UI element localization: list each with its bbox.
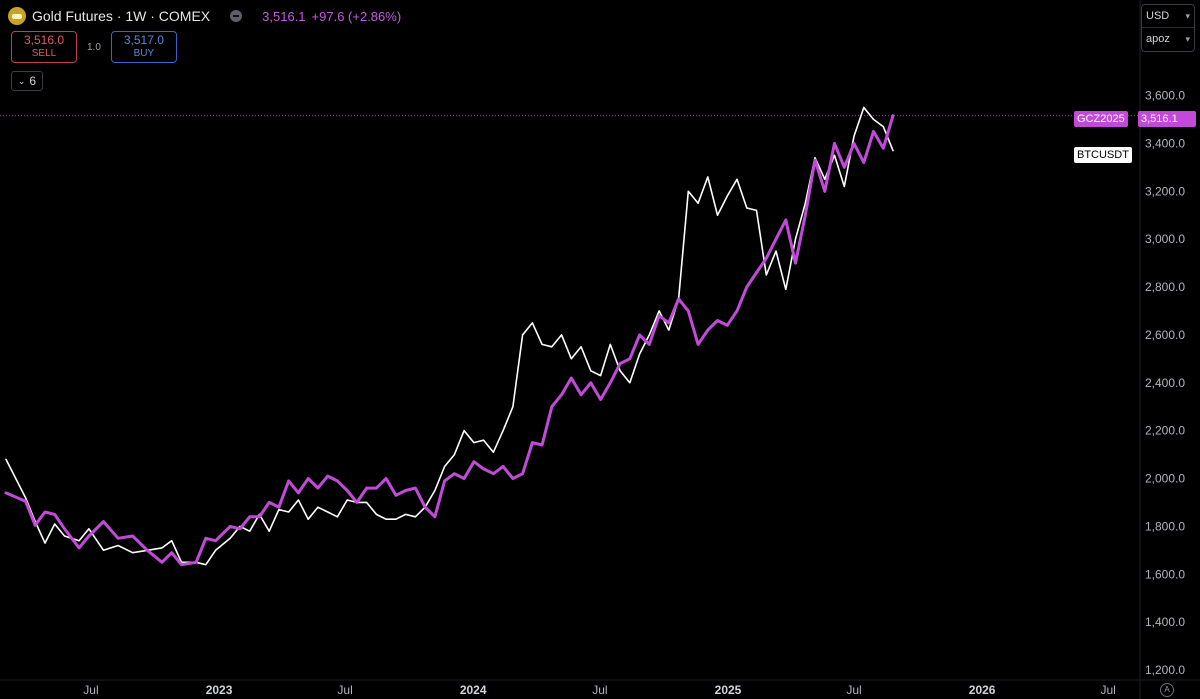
spread-value: 1.0 bbox=[87, 41, 101, 53]
y-tick-label: 2,200.0 bbox=[1145, 424, 1185, 438]
auto-scale-button[interactable]: A bbox=[1160, 683, 1174, 697]
y-tick-label: 1,400.0 bbox=[1145, 615, 1185, 629]
buy-price: 3,517.0 bbox=[123, 33, 164, 47]
x-tick-label: 2026 bbox=[969, 683, 996, 697]
x-tick-label: Jul bbox=[1100, 683, 1115, 697]
sell-button[interactable]: 3,516.0 SELL bbox=[11, 31, 77, 63]
y-tick-label: 3,200.0 bbox=[1145, 184, 1185, 198]
series-line-btcusdt bbox=[5, 106, 894, 566]
y-tick-label: 1,600.0 bbox=[1145, 567, 1185, 581]
y-tick-label: 2,400.0 bbox=[1145, 376, 1185, 390]
scale-mode-select[interactable]: apoz bbox=[1142, 27, 1194, 50]
collapse-legend-icon[interactable] bbox=[230, 10, 243, 22]
series-line-gcz2025 bbox=[4, 114, 895, 567]
x-tick-label: Jul bbox=[83, 683, 98, 697]
x-tick-label: Jul bbox=[592, 683, 607, 697]
last-price: 3,516.1 bbox=[262, 8, 306, 24]
buy-button[interactable]: 3,517.0 BUY bbox=[110, 31, 177, 63]
gold-logo-icon bbox=[8, 7, 26, 25]
currency-select[interactable]: USD bbox=[1142, 5, 1194, 27]
chart-header: Gold Futures · 1W · COMEX 3,516.1 +97.6 … bbox=[8, 6, 401, 26]
sell-price: 3,516.0 bbox=[23, 33, 65, 47]
y-tick-label: 3,000.0 bbox=[1145, 232, 1185, 246]
x-tick-label: 2024 bbox=[460, 683, 487, 697]
x-tick-label: 2023 bbox=[206, 683, 233, 697]
y-tick-label: 2,600.0 bbox=[1145, 328, 1185, 342]
btc-symbol-tag: BTCUSDT bbox=[1074, 147, 1132, 163]
y-tick-label: 1,800.0 bbox=[1145, 519, 1185, 533]
gc-price-tag: 3,516.1 bbox=[1138, 111, 1196, 127]
x-tick-label: Jul bbox=[846, 683, 861, 697]
indicators-count: 6 bbox=[29, 74, 37, 88]
scale-controls: USD apoz bbox=[1141, 4, 1195, 52]
y-tick-label: 1,200.0 bbox=[1145, 663, 1185, 677]
trade-panel: 3,516.0 SELL 1.0 3,517.0 BUY bbox=[11, 31, 177, 63]
x-tick-label: Jul bbox=[337, 683, 352, 697]
y-tick-label: 3,400.0 bbox=[1145, 136, 1185, 150]
x-tick-label: 2025 bbox=[715, 683, 742, 697]
symbol-title[interactable]: Gold Futures · 1W · COMEX bbox=[32, 8, 211, 24]
y-tick-label: 3,600.0 bbox=[1145, 89, 1185, 103]
chevron-down-icon: ⌄ bbox=[17, 75, 26, 86]
indicators-toggle[interactable]: ⌄ 6 bbox=[11, 71, 43, 91]
y-tick-label: 2,800.0 bbox=[1145, 280, 1185, 294]
sell-label: SELL bbox=[31, 48, 57, 59]
buy-label: BUY bbox=[133, 48, 155, 59]
gc-symbol-tag: GCZ2025 bbox=[1074, 111, 1128, 127]
price-change: +97.6 (+2.86%) bbox=[311, 8, 402, 24]
y-tick-label: 2,000.0 bbox=[1145, 472, 1185, 486]
